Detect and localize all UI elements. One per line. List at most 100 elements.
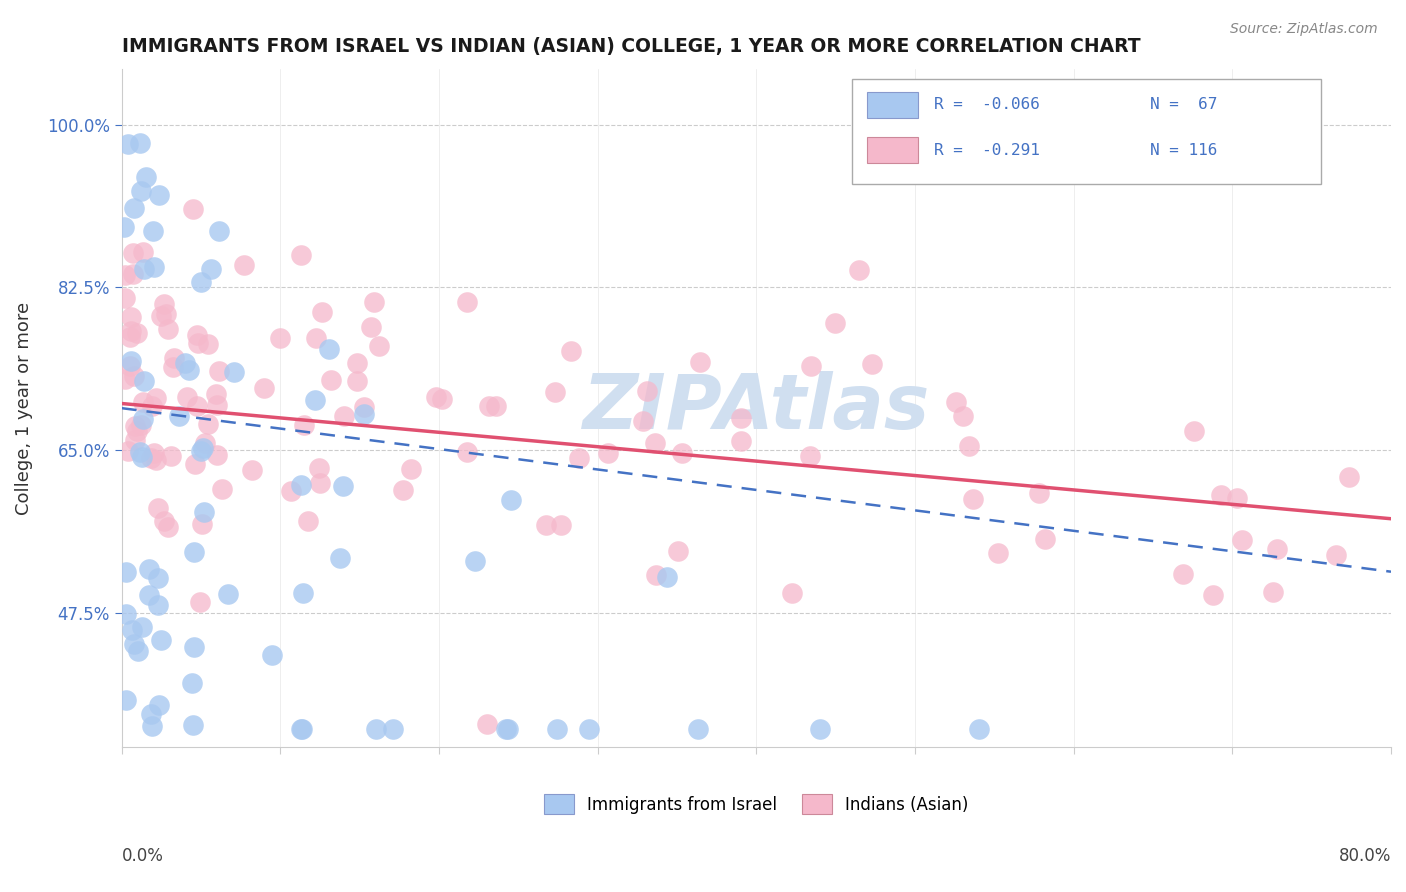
Point (141, 719, 163, 733)
Point (115, 693, 138, 707)
Point (197, 417, 219, 431)
Point (142, 224, 165, 238)
Text: N = 116: N = 116 (1150, 143, 1218, 158)
Point (162, 359, 184, 374)
Point (1324, 548, 1347, 562)
Point (688, 722, 710, 736)
Point (124, 419, 146, 434)
Point (224, 365, 246, 379)
Point (157, 520, 180, 534)
Point (496, 722, 519, 736)
Point (1337, 470, 1360, 484)
Point (499, 493, 522, 508)
Point (150, 309, 173, 323)
Point (860, 358, 883, 372)
Point (153, 297, 176, 311)
Point (962, 492, 984, 507)
Point (969, 722, 991, 736)
Point (122, 369, 145, 384)
Point (186, 328, 208, 343)
Point (495, 722, 517, 736)
Point (1028, 486, 1050, 500)
Point (485, 399, 508, 413)
Point (1202, 588, 1225, 602)
Point (333, 409, 356, 423)
Point (155, 307, 177, 321)
Point (655, 570, 678, 584)
Point (131, 417, 153, 432)
Point (183, 544, 205, 558)
Point (633, 414, 655, 428)
Point (131, 244, 153, 259)
Point (135, 169, 157, 184)
Point (848, 263, 870, 277)
Point (560, 343, 582, 358)
Point (181, 676, 204, 690)
Point (945, 395, 967, 409)
Point (242, 463, 264, 477)
Point (131, 620, 153, 634)
Point (148, 698, 170, 712)
Point (153, 514, 176, 528)
FancyBboxPatch shape (852, 79, 1322, 185)
Point (269, 331, 291, 345)
Point (129, 184, 152, 198)
Point (207, 448, 229, 462)
Point (568, 450, 591, 465)
Point (353, 400, 375, 414)
Point (824, 316, 846, 330)
Point (353, 408, 375, 422)
Point (730, 434, 752, 448)
Point (127, 644, 149, 658)
Point (138, 588, 160, 602)
Point (425, 390, 447, 404)
Point (536, 518, 558, 533)
Point (987, 546, 1010, 560)
Bar (866, 92, 918, 118)
Point (1261, 584, 1284, 599)
Point (176, 390, 198, 404)
Point (149, 632, 172, 647)
Point (636, 384, 658, 398)
Point (157, 322, 180, 336)
Point (129, 136, 152, 150)
Point (200, 261, 222, 276)
Point (190, 275, 212, 289)
Point (475, 717, 498, 731)
Point (392, 483, 415, 497)
Point (544, 385, 567, 400)
Point (134, 261, 156, 276)
Point (120, 354, 142, 368)
Point (186, 399, 208, 413)
Point (139, 451, 162, 466)
Point (363, 294, 385, 309)
Point (115, 565, 138, 579)
Point (346, 356, 368, 370)
Point (671, 446, 693, 460)
Point (305, 331, 328, 345)
Point (578, 722, 600, 736)
Point (181, 718, 204, 732)
Point (208, 223, 231, 237)
Point (114, 291, 136, 305)
Point (193, 505, 215, 519)
Point (318, 342, 340, 356)
Point (666, 543, 689, 558)
Point (644, 436, 666, 450)
Text: IMMIGRANTS FROM ISRAEL VS INDIAN (ASIAN) COLLEGE, 1 YEAR OR MORE CORRELATION CHA: IMMIGRANTS FROM ISRAEL VS INDIAN (ASIAN)… (122, 37, 1140, 56)
Text: 80.0%: 80.0% (1339, 847, 1391, 864)
Point (291, 585, 314, 599)
Point (689, 355, 711, 369)
Legend: Immigrants from Israel, Indians (Asian): Immigrants from Israel, Indians (Asian) (544, 795, 969, 814)
Point (127, 326, 149, 340)
Point (138, 562, 160, 576)
Point (183, 640, 205, 655)
Text: ZIPAtlas: ZIPAtlas (582, 371, 929, 445)
Point (799, 449, 821, 463)
Point (191, 441, 214, 455)
Point (129, 445, 152, 459)
Point (1230, 533, 1253, 547)
Point (121, 624, 143, 638)
Point (132, 395, 155, 409)
Point (120, 310, 142, 324)
